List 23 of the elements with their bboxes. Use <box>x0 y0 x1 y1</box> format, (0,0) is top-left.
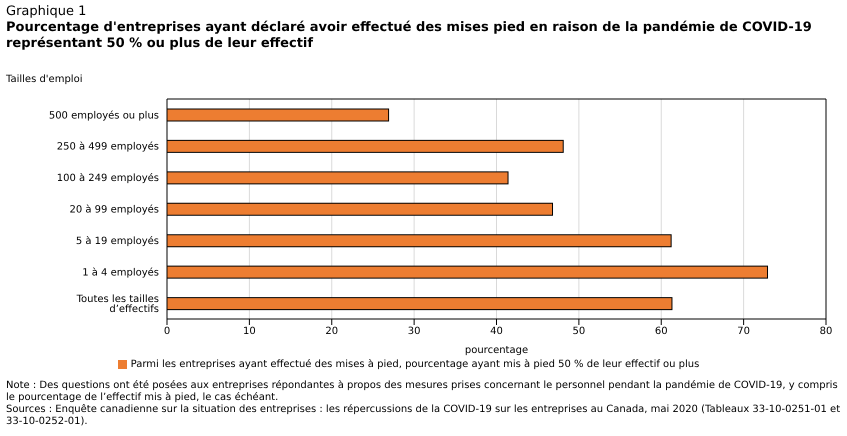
x-tick-label: 20 <box>325 326 338 338</box>
chart-subtitle: Pourcentage d'entreprises ayant déclaré avoir effectué des mises pied en raison de la pandémie de COVID-19 représentant 50 % ou plus de leur effectif <box>6 20 813 52</box>
y-tick-label: 500 employés ou plus <box>48 110 159 122</box>
y-tick-label: 100 à 249 employés <box>56 173 159 184</box>
x-tick-label: 60 <box>654 326 668 338</box>
x-tick-label: 70 <box>737 326 750 338</box>
x-tick-label: 40 <box>490 326 503 338</box>
y-tick-label: 5 à 19 employés <box>76 236 159 247</box>
text: Graphique 1 <box>6 4 88 20</box>
x-tick-label: 0 <box>164 326 170 338</box>
y-tick-label: Toutes les tailles d’effectifs <box>76 294 159 315</box>
source-note: Sources : Enquête canadienne sur la situation des entreprises : les répercussions de la COVID-19 sur les entreprises au Canada, mai 2020 (Tableaux 33-10-0251-01 et 33-10-0252-01). <box>6 404 841 428</box>
text: Note : Des questions ont été posées aux entreprises répondantes à propos des mesures prises concernant le personnel pendant la pandémie de COVID-19, y compris le pourcentage de l’effectif mis à pied, le cas échéant. <box>6 380 839 404</box>
x-tick-label: 30 <box>408 326 420 338</box>
legend-label: Parmi les entreprises ayant effectué des mises à pied, pourcentage ayant mis à pied 50 % de leur effectif ou plus <box>130 359 700 370</box>
x-tick-label: 10 <box>243 326 256 338</box>
x-tick-label: 80 <box>820 326 832 338</box>
y-tick-label: 20 à 99 employés <box>69 204 159 216</box>
x-axis-title: pourcentage <box>464 345 528 356</box>
y-tick-label: 1 à 4 employés <box>82 267 159 278</box>
y-axis-title: Tailles d'emploi <box>6 74 82 85</box>
x-tick-label: 50 <box>572 326 586 338</box>
y-tick-label: 250 à 499 employés <box>56 142 159 153</box>
